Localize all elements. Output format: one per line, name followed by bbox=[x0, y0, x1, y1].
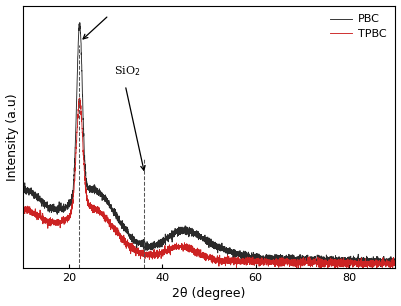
Line: TPBC: TPBC bbox=[23, 98, 395, 270]
TPBC bbox=[318, 268, 322, 271]
Line: PBC: PBC bbox=[23, 23, 395, 267]
PBC bbox=[363, 259, 368, 263]
Legend: PBC, TPBC: PBC, TPBC bbox=[327, 11, 390, 42]
PBC bbox=[393, 258, 398, 262]
PBC bbox=[177, 230, 182, 234]
TPBC bbox=[382, 260, 387, 263]
TPBC bbox=[77, 96, 82, 100]
PBC bbox=[291, 256, 296, 260]
PBC bbox=[382, 259, 387, 263]
PBC bbox=[180, 227, 185, 231]
PBC bbox=[198, 235, 203, 239]
TPBC bbox=[20, 206, 25, 209]
PBC bbox=[77, 21, 82, 24]
TPBC bbox=[291, 261, 296, 265]
X-axis label: 2θ (degree): 2θ (degree) bbox=[172, 287, 246, 300]
TPBC bbox=[177, 247, 182, 251]
TPBC bbox=[198, 248, 203, 252]
PBC bbox=[20, 188, 25, 191]
Y-axis label: Intensity (a.u): Intensity (a.u) bbox=[6, 93, 18, 181]
TPBC bbox=[393, 261, 398, 264]
Text: SiO$_2$: SiO$_2$ bbox=[113, 64, 140, 77]
TPBC bbox=[363, 260, 368, 264]
TPBC bbox=[180, 245, 185, 248]
PBC bbox=[322, 265, 326, 269]
